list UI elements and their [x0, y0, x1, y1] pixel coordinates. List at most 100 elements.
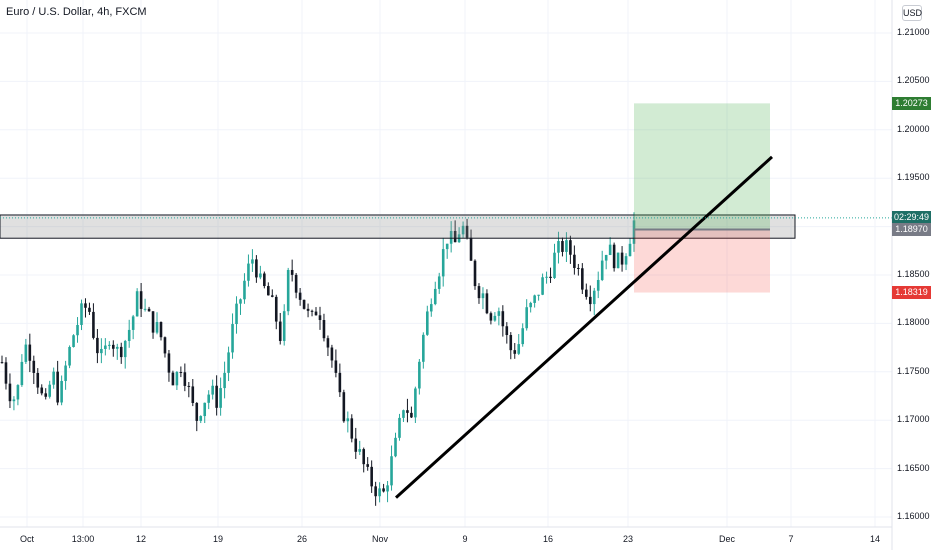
candle-body [119, 346, 123, 358]
candle-body [282, 311, 286, 341]
candle-body [60, 380, 63, 403]
candle-body [104, 345, 107, 349]
candle-body [195, 402, 199, 421]
candle-body [20, 361, 24, 386]
candle-body [72, 335, 75, 347]
candle-body [449, 230, 453, 244]
candle-body [366, 464, 369, 467]
candle-body [175, 372, 179, 386]
candle-body [517, 344, 521, 354]
candle-body [171, 372, 175, 386]
position-stop-area[interactable] [634, 229, 770, 293]
candle-body [437, 276, 441, 289]
candle-body [581, 268, 584, 290]
candle-body [624, 256, 628, 265]
candle-body [509, 335, 513, 351]
candle-body [342, 392, 346, 422]
candle-body [418, 361, 421, 389]
candle-body [334, 360, 338, 373]
candle-body [286, 269, 290, 312]
candle-body [139, 291, 143, 309]
candle-body [422, 334, 425, 362]
resistance-zone[interactable] [0, 214, 796, 239]
candle-body [358, 449, 362, 452]
candle-body [346, 418, 350, 422]
candle-body [298, 292, 302, 300]
time-tick-label: Dec [718, 534, 736, 544]
candle-body [386, 485, 389, 492]
price-tick-label: 1.18000 [897, 317, 930, 328]
candle-body [155, 322, 159, 333]
price-tick-label: 1.18500 [897, 269, 930, 279]
candle-body [159, 322, 163, 338]
candle-body [473, 260, 477, 287]
candle-body [382, 488, 385, 492]
candle-body [604, 254, 608, 261]
candle-body [207, 394, 210, 403]
candle-body [211, 385, 214, 395]
candle-body [127, 329, 131, 341]
candle-body [227, 352, 230, 373]
candle-body [76, 324, 79, 336]
candle-body [505, 326, 509, 336]
candle-body [465, 225, 469, 238]
trend-line[interactable] [394, 155, 774, 499]
candle-body [223, 372, 226, 389]
candle-body [48, 384, 51, 397]
candle-body [147, 308, 151, 312]
candle-body [370, 466, 373, 487]
candle-body [52, 371, 55, 385]
price-tick-label: 1.17500 [897, 365, 930, 376]
candle-body [44, 393, 48, 397]
time-tick-label: 7 [788, 534, 794, 544]
candle-body [545, 276, 548, 278]
candle-body [398, 417, 401, 438]
candle-body [115, 346, 119, 349]
candle-body [529, 302, 532, 308]
candle-body [219, 388, 222, 408]
candle-body [302, 299, 306, 309]
position-target-area[interactable] [634, 103, 770, 230]
candle-body [179, 372, 183, 374]
candle-body [231, 324, 234, 353]
candle-body [56, 371, 59, 403]
candle-body [354, 438, 358, 452]
candle-body [251, 259, 254, 264]
candle-body [362, 449, 366, 465]
time-tick-label: Nov [371, 534, 389, 544]
candle-body [247, 263, 250, 281]
candle-body [8, 383, 12, 402]
candle-body [541, 277, 544, 295]
candle-body [485, 293, 489, 314]
candle-body [565, 240, 568, 252]
candle-body [426, 311, 429, 335]
candle-body [557, 241, 560, 253]
time-tick-label: 9 [462, 534, 468, 544]
candle-body [259, 273, 262, 278]
currency-button[interactable]: USD [902, 5, 922, 21]
candle-body [402, 410, 405, 418]
candle-body [64, 365, 67, 381]
candle-body [255, 259, 258, 278]
candle-body [28, 344, 32, 361]
candle-body [108, 344, 111, 346]
candle-body [374, 486, 377, 497]
candle-body [143, 308, 147, 310]
time-tick-label: 13:00 [71, 534, 95, 544]
price-tick-label: 1.16000 [897, 511, 930, 521]
candle-body [68, 346, 71, 366]
candle-body [24, 344, 28, 362]
candle-body [390, 456, 393, 486]
candle-body [493, 315, 497, 321]
countdown-badge: 02:29:49 [892, 211, 931, 225]
candle-body [151, 311, 155, 333]
candle-body [235, 303, 238, 325]
candle-body [96, 337, 99, 354]
candle-body [553, 252, 556, 278]
time-tick-label: Oct [19, 534, 35, 544]
price-tick-label: 1.20500 [897, 75, 930, 86]
candle-body [163, 337, 167, 354]
candle-body [521, 328, 525, 345]
candle-body [92, 311, 95, 338]
